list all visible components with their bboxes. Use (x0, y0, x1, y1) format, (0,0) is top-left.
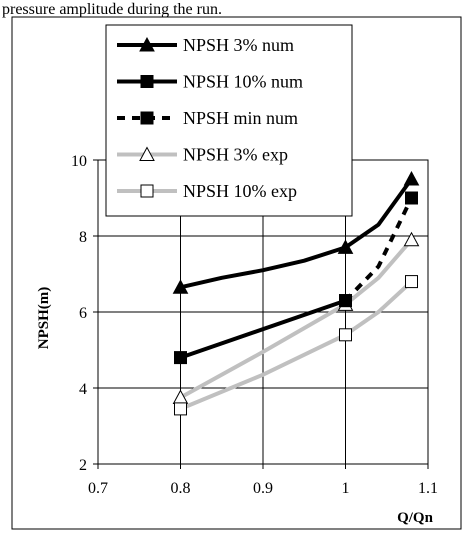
legend-swatch-marker-0 (139, 36, 155, 52)
series-4 (174, 275, 418, 416)
x-tick-label-2: 0.9 (253, 480, 273, 497)
series-4-point-1 (339, 328, 352, 342)
legend-item-2: NPSH min num (117, 108, 298, 128)
legend-label-2: NPSH min num (183, 108, 298, 128)
legend-swatch-marker-4 (140, 184, 154, 198)
y-tick-label-0: 2 (79, 457, 87, 474)
legend-label-1: NPSH 10% num (183, 72, 303, 92)
series-line-0 (180, 177, 414, 290)
series-4-point-2 (405, 275, 418, 289)
x-tick-label-4: 1.1 (418, 480, 438, 497)
series-3-point-2 (403, 231, 420, 247)
series-4-point-0 (174, 402, 187, 416)
y-tick-label-4: 10 (71, 153, 87, 170)
x-axis-ticks: 0.7 0.8 0.9 1 1.1 (88, 464, 438, 497)
series-0-point-2 (403, 170, 420, 186)
legend: NPSH 3% num NPSH 10% num NPSH min num NPSH … (105, 24, 353, 217)
series-0 (172, 170, 420, 294)
x-tick-label-1: 0.8 (171, 480, 191, 497)
series-layer (172, 170, 420, 416)
legend-item-4: NPSH 10% exp (117, 181, 297, 201)
y-tick-label-2: 6 (79, 305, 87, 322)
legend-label-4: NPSH 10% exp (183, 181, 297, 201)
y-tick-label-1: 4 (79, 381, 87, 398)
legend-label-3: NPSH 3% exp (183, 145, 288, 165)
legend-item-3: NPSH 3% exp (117, 145, 288, 165)
legend-item-0: NPSH 3% num (117, 35, 294, 55)
legend-swatch-marker-3 (139, 146, 155, 161)
page-caption: pressure amplitude during the run. (2, 1, 222, 18)
series-0-point-0 (172, 279, 189, 294)
x-tick-label-0: 0.7 (88, 480, 108, 497)
series-0-point-1 (337, 239, 354, 254)
x-tick-label-3: 1 (342, 480, 350, 497)
y-tick-label-3: 8 (79, 229, 87, 246)
x-axis-title: Q/Qn (397, 510, 434, 526)
legend-label-0: NPSH 3% num (183, 35, 294, 55)
series-1-point-0 (174, 351, 187, 365)
legend-swatch-marker-2 (140, 111, 154, 125)
series-2-point-1 (405, 191, 418, 205)
y-axis-title: NPSH(m) (36, 287, 52, 350)
series-line-2 (344, 197, 414, 302)
legend-item-1: NPSH 10% num (117, 72, 303, 92)
series-2-point-0 (339, 294, 352, 308)
y-axis-ticks: 2 4 6 8 10 (71, 153, 98, 474)
legend-swatch-marker-1 (140, 75, 154, 88)
series-2 (339, 191, 418, 308)
series-line-1 (179, 298, 347, 360)
